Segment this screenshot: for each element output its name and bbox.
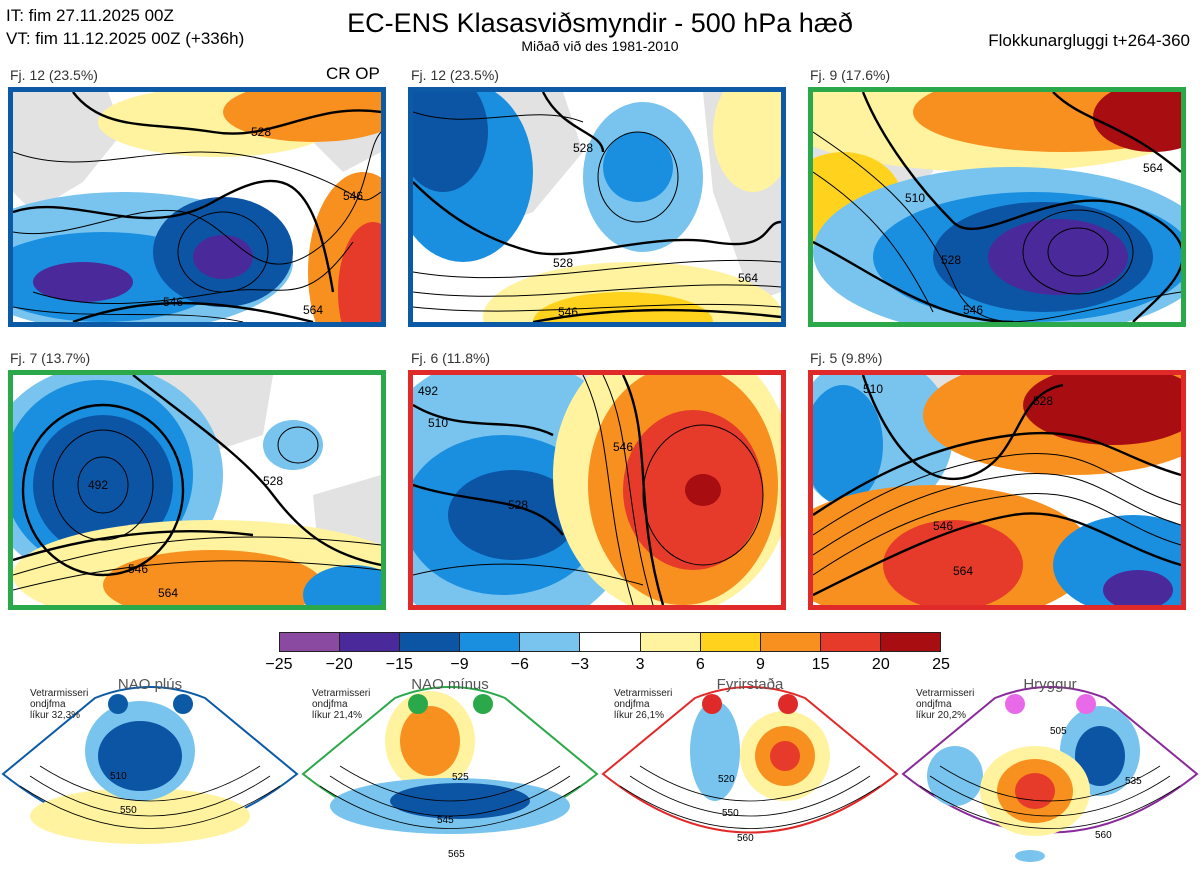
colorbar-tick-label: 25	[932, 656, 950, 673]
contour-label: 492	[88, 478, 108, 492]
contour-label: 528	[941, 253, 961, 267]
cluster-map-2: 528 528 546 564	[408, 87, 786, 327]
panel-label-6: Fj. 5 (9.8%)	[810, 350, 883, 366]
colorbar-swatch	[580, 633, 641, 651]
regime-contour-label: 550	[722, 808, 739, 819]
contour-label: 564	[303, 303, 323, 317]
contour-label: 510	[905, 191, 925, 205]
regime-blocking: 520 550 560 Fyrirstaða Vetrarmisseri ondj…	[600, 676, 900, 871]
contour-label: 564	[158, 586, 178, 600]
cr-op-label: CR OP	[326, 64, 380, 83]
cluster-map-4: 492 528 546 564	[8, 370, 386, 610]
regime-name: NAO mínus	[411, 676, 489, 693]
regime-contour-label: 505	[1050, 726, 1067, 737]
panel-label-3: Fj. 9 (17.6%)	[810, 67, 891, 83]
contour-label: 546	[933, 519, 953, 533]
cluster-map-1: 528 546 546 564	[8, 87, 386, 327]
cluster-map-3: 510 528 546 564	[808, 87, 1186, 327]
colorbar-swatch	[280, 633, 341, 651]
initial-time: IT: fim 27.11.2025 00Z	[6, 6, 174, 25]
valid-time: VT: fim 11.12.2025 00Z (+336h)	[6, 29, 245, 48]
regime-contour-label: 510	[110, 771, 127, 782]
colorbar-tick-label: 6	[695, 656, 705, 673]
regime-info: Vetrarmisseri ondjfma líkur 26,1%	[614, 688, 673, 721]
regime-name: NAO plús	[117, 676, 183, 693]
colorbar-tick-label: −15	[385, 656, 413, 673]
colorbar-swatch	[520, 633, 581, 651]
regime-contour-label: 550	[120, 805, 137, 816]
colorbar-tick-label: 9	[756, 656, 765, 673]
regime-contour-label: 525	[452, 772, 469, 783]
contour-label: 510	[428, 416, 448, 430]
colorbar-tick-label: −6	[510, 656, 529, 673]
colorbar-tick-label: −20	[325, 656, 353, 673]
regime-ridge: 505 535 560 Hryggur Vetrarmisseri ondjfma…	[900, 676, 1200, 871]
regime-contour-label: 520	[718, 774, 735, 785]
colorbar-swatch	[820, 633, 881, 651]
page-subtitle: Miðað við des 1981-2010	[521, 38, 679, 54]
regime-contour-label: 560	[737, 833, 754, 844]
regime-info: Vetrarmisseri ondjfma líkur 32,3%	[30, 688, 89, 721]
colorbar-swatch	[760, 633, 821, 651]
cluster-map-5: 492 510 528 546	[408, 370, 786, 610]
regime-name: Fyrirstaða	[716, 676, 784, 693]
regime-info: Vetrarmisseri ondjfma líkur 20,2%	[916, 688, 975, 721]
contour-label: 546	[558, 305, 578, 319]
colorbar-tick-label: 20	[871, 656, 890, 673]
contour-label: 546	[128, 562, 148, 576]
cluster-map-6: 510 528 546 564	[808, 370, 1186, 610]
panel-label-4: Fj. 7 (13.7%)	[10, 350, 91, 366]
contour-label: 528	[553, 256, 573, 270]
contour-label: 510	[863, 382, 883, 396]
colorbar-tick-label: 3	[635, 656, 645, 673]
contour-label: 564	[738, 271, 758, 285]
regime-nao-minus: 525 545 565 NAO mínus Vetrarmisseri ondjf…	[300, 676, 600, 871]
header-run-info: IT: fim 27.11.2025 00Z VT: fim 11.12.202…	[6, 4, 244, 50]
contour-label: 546	[343, 189, 363, 203]
colorbar-swatch	[340, 633, 401, 651]
colorbar-swatch	[700, 633, 761, 651]
contour-label: 492	[418, 384, 438, 398]
classification-window: Flokkunargluggi t+264-360	[988, 31, 1190, 50]
colorbar-tick-label: −9	[450, 656, 469, 673]
panel-label-2: Fj. 12 (23.5%)	[411, 67, 499, 83]
regime-info: Vetrarmisseri ondjfma líkur 21,4%	[312, 688, 371, 721]
colorbar-swatch	[640, 633, 701, 651]
page-title: EC-ENS Klasasviðsmyndir - 500 hPa hæð	[347, 8, 853, 38]
colorbar-tick-label: −25	[265, 656, 293, 673]
regime-contour-label: 560	[1095, 830, 1112, 841]
regime-contour-label: 565	[448, 849, 465, 860]
colorbar-tick-label: −3	[570, 656, 590, 673]
panel-label-1: Fj. 12 (23.5%)	[10, 67, 98, 83]
contour-label: 528	[251, 125, 271, 139]
contour-label: 528	[1033, 394, 1053, 408]
colorbar-swatch	[400, 633, 461, 651]
panel-label-5: Fj. 6 (11.8%)	[411, 350, 491, 366]
regime-nao-plus: 510 550 NAO plús Vetrarmisseri ondjfma lík…	[0, 676, 300, 871]
colorbar-swatch	[880, 633, 941, 651]
contour-label: 546	[613, 440, 633, 454]
regime-contour-label: 545	[437, 815, 454, 826]
contour-label: 546	[163, 295, 183, 309]
land-greenland	[13, 92, 123, 212]
contour-label: 528	[508, 498, 528, 512]
contour-label: 528	[263, 474, 283, 488]
contour-label: 564	[1143, 161, 1163, 175]
anomaly-colorbar	[279, 632, 941, 652]
contour-label: 546	[963, 303, 983, 317]
contour-label: 528	[573, 141, 593, 155]
colorbar-tick-label: 15	[811, 656, 830, 673]
regime-name: Hryggur	[1023, 676, 1077, 693]
colorbar-swatch	[460, 633, 521, 651]
contour-label: 564	[953, 564, 973, 578]
regime-contour-label: 535	[1125, 776, 1142, 787]
